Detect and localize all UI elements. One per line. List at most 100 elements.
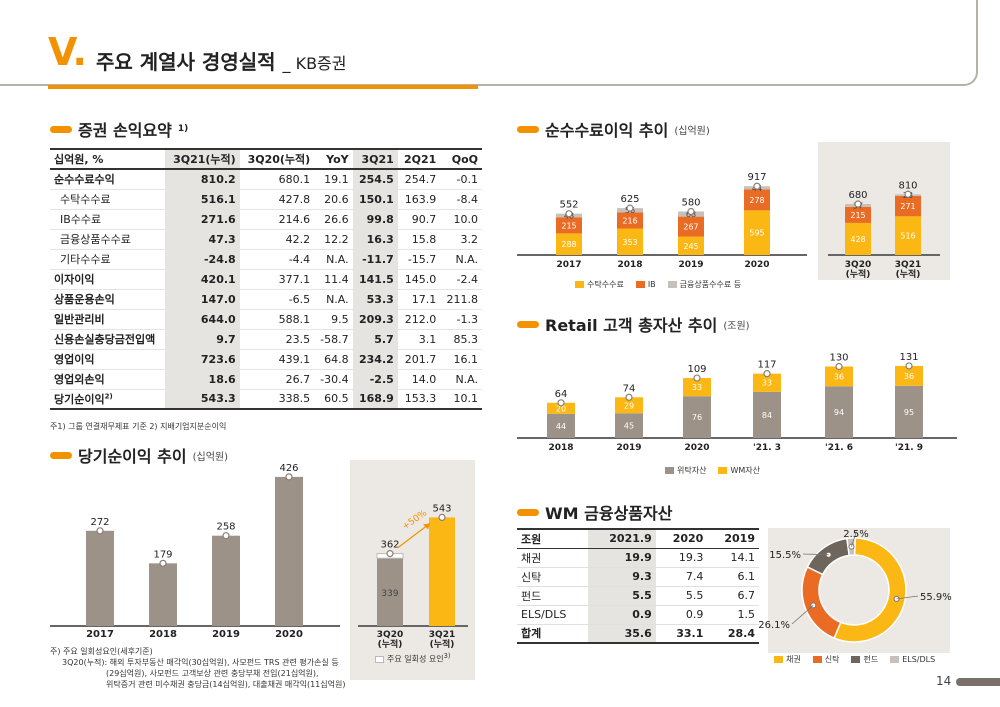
segment-value-label: 278	[749, 196, 764, 205]
table-cell: 99.8	[352, 209, 398, 230]
bar-value-label: 272	[90, 517, 109, 528]
total-marker	[222, 532, 230, 540]
segment-value-label: 36	[904, 372, 914, 381]
bar-segment	[825, 386, 853, 438]
column-header: 3Q21	[352, 148, 398, 170]
table-row: 상품운용손익 147.0 -6.5 N.A. 53.3 17.1 211.8	[50, 289, 482, 310]
table-cell: 6.1	[707, 567, 759, 587]
table-cell: 147.0	[165, 289, 240, 310]
table-row: 영업외손익 18.6 26.7 -30.4 -2.5 14.0 N.A.	[50, 369, 482, 390]
segment-value-label: 215	[561, 221, 576, 230]
row-label: 상품운용손익	[50, 289, 166, 310]
bar	[212, 535, 240, 626]
segment-value-label: 516	[900, 232, 915, 241]
table-cell: 20.6	[314, 189, 353, 210]
row-label: 합계	[517, 623, 589, 644]
legend-item: ELS/DLS	[890, 655, 935, 664]
fee-cumulative-panel	[818, 142, 950, 280]
table-cell: 141.5	[352, 268, 398, 290]
bar-segment	[753, 373, 781, 392]
x-tick-label: 2018	[548, 443, 573, 453]
table-cell: 11.4	[314, 268, 353, 290]
total-marker	[753, 182, 761, 190]
leader-line	[896, 595, 919, 600]
total-marker	[854, 200, 862, 208]
total-marker	[625, 393, 633, 401]
x-tick-label: 3Q20 (누적)	[377, 630, 403, 650]
table-row: 일반관리비 644.0 588.1 9.5 209.3 212.0 -1.3	[50, 308, 482, 330]
bar-total-label: 362	[380, 540, 399, 551]
row-label: ELS/DLS	[517, 605, 589, 625]
donut-slice	[833, 537, 907, 643]
wm-table: 조원 2021.9 2020 2019 채권 19.9 19.3 14.1 신탁 9.3 7.4 6.…	[517, 528, 759, 644]
column-header: 3Q21(누적)	[165, 148, 240, 170]
column-header: QoQ	[440, 148, 482, 170]
table-cell: -11.7	[352, 249, 398, 270]
legend-swatch	[774, 656, 783, 663]
table-cell: 201.7	[397, 348, 441, 370]
bar-total-label: 64	[555, 389, 568, 400]
x-tick-label: 3Q20 (누적)	[845, 260, 871, 280]
row-label: 수탁수수료	[50, 189, 166, 210]
page-subtitle: _ KB증권	[282, 54, 347, 73]
wm-donut-chart	[801, 537, 907, 643]
bar	[377, 558, 403, 626]
bar-segment	[617, 228, 643, 255]
column-header: 2019	[707, 528, 759, 549]
x-tick-label: '21. 6	[825, 443, 853, 453]
bar-segment	[744, 189, 770, 211]
column-header: 2021.9	[588, 528, 656, 549]
table-cell: 427.8	[239, 189, 315, 210]
table-cell: 0.9	[655, 605, 708, 625]
column-header: 2020	[655, 528, 708, 549]
legend-swatch	[851, 656, 861, 663]
table-cell: 18.6	[165, 369, 240, 390]
retail-title: Retail 고객 총자산 추이 (조원)	[517, 312, 750, 336]
table-cell: 10.0	[440, 209, 482, 230]
bar-total-label: 117	[757, 360, 776, 371]
retail-assets-chart: 44 20 64 2018 45 29 74 2019 76 33 109 2020 84 33 117 '2…	[517, 352, 957, 453]
table-cell: 9.3	[588, 567, 656, 587]
table-row: 신용손실충당금전입액 9.7 23.5 -58.7 5.7 3.1 85.3	[50, 329, 482, 350]
leader-line	[791, 605, 814, 625]
bullet-icon	[517, 508, 539, 516]
leader-line	[851, 532, 857, 547]
table-cell: 6.7	[707, 586, 759, 606]
row-label: 영업외손익	[50, 369, 166, 390]
legend-swatch	[375, 655, 384, 663]
segment-value-label: 215	[850, 211, 865, 220]
row-label: 순수수료수익	[50, 169, 166, 190]
table-cell: 810.2	[165, 169, 240, 190]
table-cell: 3.1	[397, 329, 441, 350]
x-tick-label: 3Q21 (누적)	[895, 260, 921, 280]
bar-total-label: 130	[829, 353, 848, 364]
bar-total-label: 109	[687, 364, 706, 375]
table-cell: 211.8	[440, 289, 482, 310]
bar-segment	[547, 402, 575, 414]
table-row: 수탁수수료 516.1 427.8 20.6 150.1 163.9 -8.4	[50, 189, 482, 210]
row-label: 영업이익	[50, 348, 166, 370]
bar-total-label: 680	[848, 190, 867, 201]
table-cell: 10.1	[440, 389, 482, 410]
table-cell: 12.2	[314, 229, 353, 250]
growth-annotation: +50%	[401, 508, 430, 532]
table-cell: 9.5	[314, 308, 353, 330]
x-tick-label: 3Q21 (누적)	[429, 630, 455, 650]
bar-segment	[825, 366, 853, 387]
table-cell: 28.4	[707, 623, 759, 644]
x-tick-label: 2020	[275, 629, 303, 640]
table-cell: 723.6	[165, 348, 240, 370]
segment-value-label: 76	[692, 413, 702, 422]
bar-value-label: 339	[381, 589, 398, 599]
table-cell: N.A.	[440, 249, 482, 270]
table-cell: 14.0	[397, 369, 441, 390]
table-cell: 42.2	[239, 229, 315, 250]
bar-segment	[845, 206, 871, 223]
table-cell: -58.7	[314, 329, 353, 350]
x-tick-label: 2019	[212, 629, 240, 640]
bar	[275, 476, 303, 626]
legend-item: WM자산	[718, 465, 760, 476]
row-label: 신탁	[517, 567, 589, 587]
table-cell: 163.9	[397, 189, 441, 210]
total-marker	[905, 362, 913, 370]
